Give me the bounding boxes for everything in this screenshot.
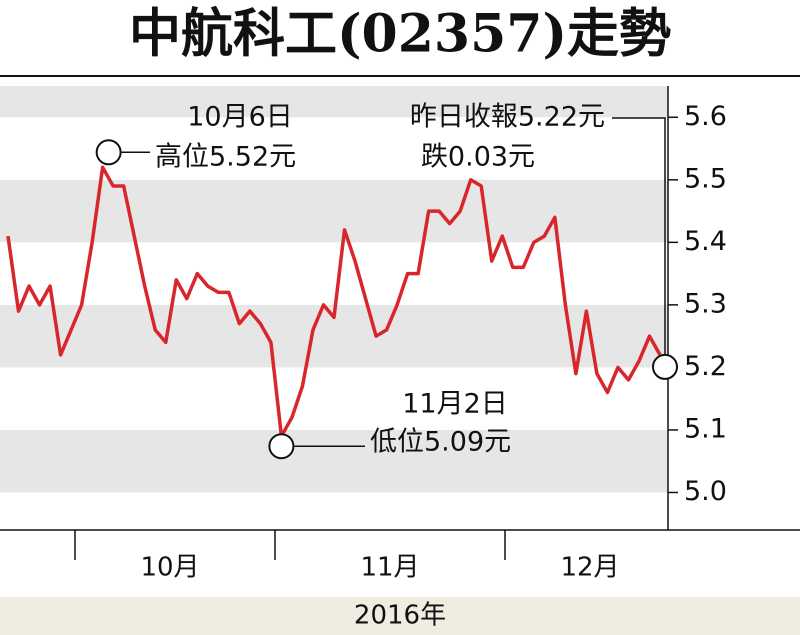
y-tick-label: 5.5 bbox=[684, 163, 727, 194]
annotation: 10月6日 bbox=[187, 102, 293, 133]
leader bbox=[612, 117, 666, 355]
band bbox=[0, 86, 668, 118]
annotation: 11月2日 bbox=[402, 389, 508, 420]
y-tick-label: 5.1 bbox=[684, 413, 727, 444]
y-tick-label: 5.2 bbox=[684, 351, 727, 382]
low-marker bbox=[268, 433, 295, 460]
last-marker bbox=[652, 353, 678, 380]
x-tick-label: 12月 bbox=[560, 553, 619, 583]
high-marker bbox=[95, 139, 122, 166]
y-tick-label: 5.3 bbox=[684, 288, 727, 319]
annotation: 低位5.09元 bbox=[370, 427, 511, 458]
annotation: 昨日收報5.22元 bbox=[410, 102, 605, 133]
y-tick-label: 5.6 bbox=[684, 101, 727, 132]
x-tick-label: 11月 bbox=[360, 553, 419, 583]
annotation: 跌0.03元 bbox=[421, 142, 535, 173]
y-tick-label: 5.4 bbox=[684, 226, 727, 257]
annotation: 高位5.52元 bbox=[155, 142, 296, 173]
line bbox=[6, 165, 662, 438]
year-band bbox=[0, 597, 800, 635]
year-label: 2016年 bbox=[354, 601, 446, 631]
band bbox=[0, 429, 668, 493]
y-tick-label: 5.0 bbox=[684, 476, 727, 507]
chart-title: 中航科工(02357)走勢 bbox=[129, 4, 671, 65]
x-tick-label: 10月 bbox=[140, 553, 199, 583]
